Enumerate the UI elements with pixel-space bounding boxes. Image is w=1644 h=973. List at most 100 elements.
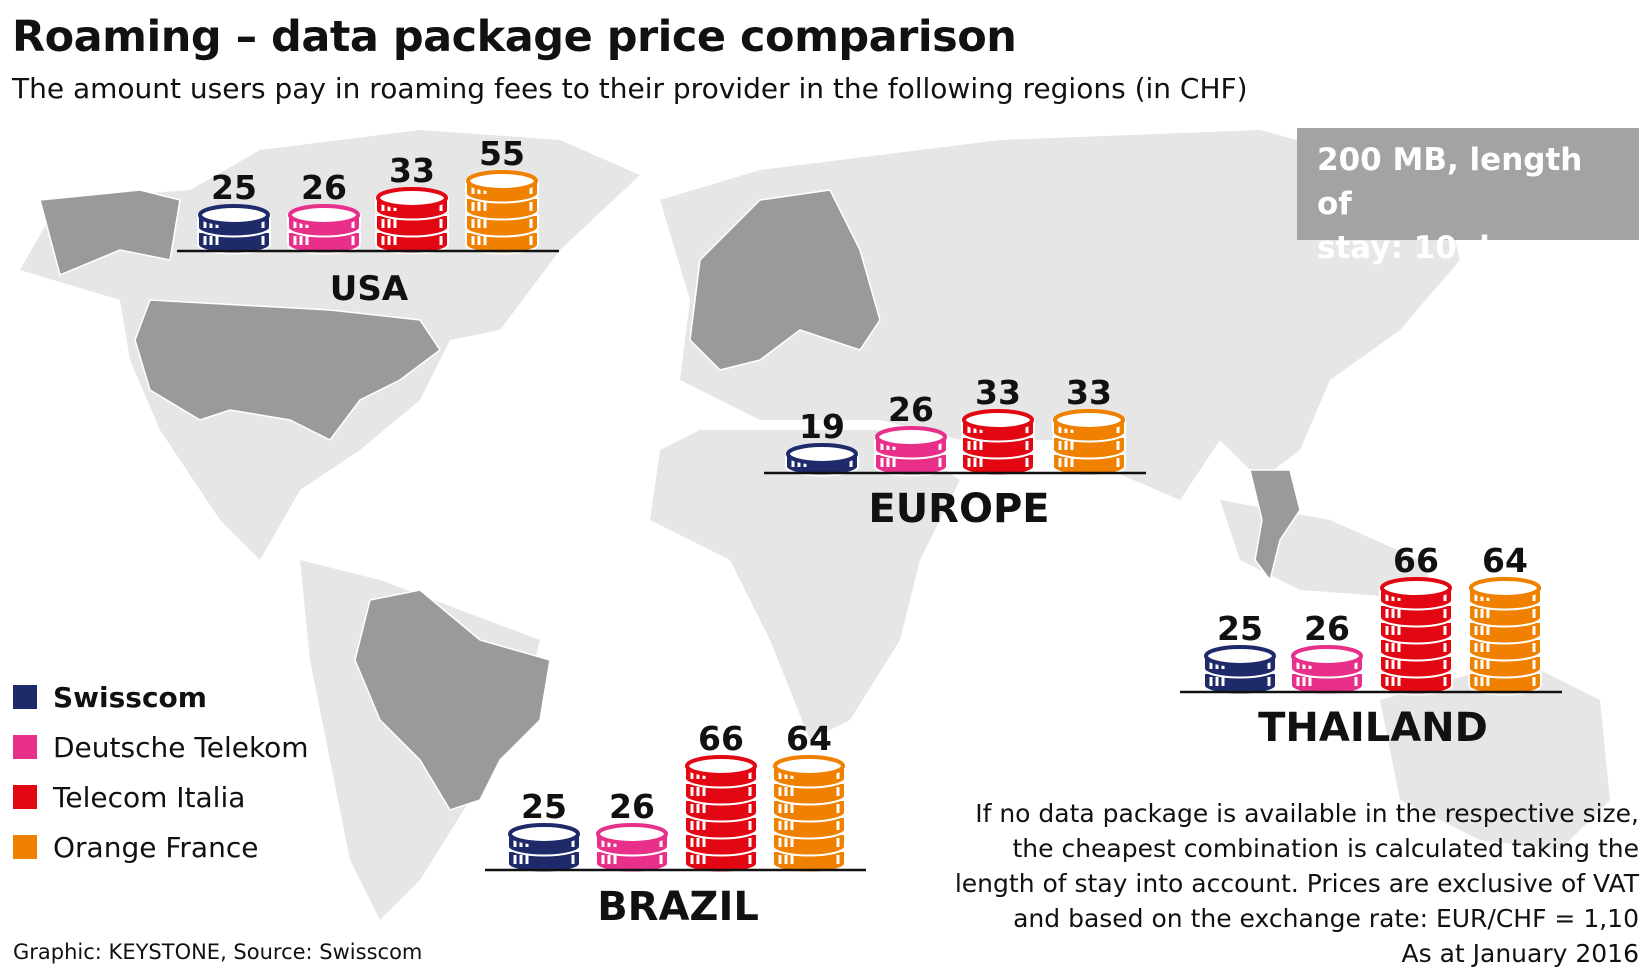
coin-stripe: [215, 236, 219, 245]
coin-stripe: [1474, 609, 1478, 618]
coin-stripe: [1397, 626, 1401, 635]
coin-stripe: [979, 441, 983, 450]
coin-stack-telecom-italia: 33: [961, 373, 1035, 477]
coin-stripe: [1267, 660, 1271, 669]
coin-stripe: [1532, 626, 1536, 635]
coin-stripe: [483, 236, 487, 245]
coin-stripe: [1486, 643, 1490, 652]
coin-stripe: [784, 855, 788, 864]
coin-stripe: [778, 804, 782, 813]
value-label: 19: [799, 407, 845, 446]
coin-stripe: [702, 855, 706, 864]
coin-stack-swisscom: 25: [507, 787, 581, 874]
value-label: 33: [1066, 373, 1112, 412]
coin-stripe: [892, 458, 896, 467]
coin-stripe: [1064, 458, 1068, 467]
coin-stripe: [1486, 677, 1490, 686]
coin-stripe: [513, 838, 517, 847]
coin-top: [376, 187, 448, 209]
chart-subtitle: The amount users pay in roaming fees to …: [12, 72, 1248, 105]
legend-item-swisscom: Swisscom: [13, 672, 309, 722]
coin-stripe: [1267, 677, 1271, 686]
coin-stripe: [784, 821, 788, 830]
coin-stripe: [1391, 660, 1395, 669]
legend-label: Swisscom: [53, 680, 207, 714]
value-label: 26: [888, 390, 934, 429]
coin-top: [198, 204, 270, 226]
value-label: 25: [211, 168, 257, 207]
value-label: 33: [975, 373, 1021, 412]
coin-stripe: [748, 770, 752, 779]
coin-stripe: [1209, 677, 1213, 686]
coin-stripe: [790, 787, 794, 796]
coin-stripe: [778, 838, 782, 847]
coin-stripe: [778, 821, 782, 830]
coin-stripe: [1058, 424, 1062, 433]
coin-stripe: [1480, 660, 1484, 669]
coin-stripe: [1443, 677, 1447, 686]
coin-stripe: [836, 787, 840, 796]
coin-stripe: [1391, 677, 1395, 686]
coin-stripe: [690, 855, 694, 864]
coin-stripe: [696, 821, 700, 830]
europe-shape: [689, 189, 881, 371]
coin-stripe: [1025, 441, 1029, 450]
coin-stripe: [836, 804, 840, 813]
coin-stripe: [1064, 441, 1068, 450]
coin-stripe: [696, 838, 700, 847]
coin-stripe: [659, 855, 663, 864]
coin-stripe: [1486, 660, 1490, 669]
coin-stripe: [790, 838, 794, 847]
legend-label: Orange France: [53, 830, 259, 864]
coin-stripe: [305, 236, 309, 245]
coin-stripe: [1397, 677, 1401, 686]
coin-stripe: [702, 787, 706, 796]
coin-stripe: [1070, 441, 1074, 450]
coin-top: [685, 755, 757, 777]
legend-swatch: [13, 735, 37, 759]
coin-stripe: [836, 821, 840, 830]
coin-stripe: [1474, 660, 1478, 669]
region-label: USA: [330, 269, 409, 309]
region-label: EUROPE: [868, 486, 1049, 532]
coin-stripe: [659, 838, 663, 847]
coin-top: [288, 204, 360, 226]
coin-stripe: [483, 219, 487, 228]
coin-stripe: [381, 202, 385, 211]
coin-stack-deutsche-telekom: 26: [1290, 609, 1364, 696]
coin-stack-swisscom: 19: [785, 407, 859, 477]
coin-stripe: [471, 219, 475, 228]
coin-stripe: [529, 185, 533, 194]
coin-stripe: [702, 821, 706, 830]
coin-stack-orange-france: 55: [465, 134, 539, 255]
legend-label: Deutsche Telekom: [53, 730, 309, 764]
usa-shape: [134, 299, 442, 441]
coin-top: [962, 409, 1034, 431]
coin-stripe: [690, 770, 694, 779]
coin-stripe: [1302, 677, 1306, 686]
coin-stripe: [1474, 626, 1478, 635]
coin-stripe: [1354, 677, 1358, 686]
coin-stack-deutsche-telekom: 26: [595, 787, 669, 874]
coin-stripe: [880, 441, 884, 450]
coin-stripe: [1391, 609, 1395, 618]
coin-stripe: [748, 787, 752, 796]
legend-swatch: [13, 835, 37, 859]
coin-stripe: [967, 441, 971, 450]
coin-stripe: [1397, 609, 1401, 618]
coin-stripe: [696, 787, 700, 796]
coin-stripe: [1486, 609, 1490, 618]
legend-label: Telecom Italia: [53, 780, 246, 814]
coin-stripe: [1532, 609, 1536, 618]
coin-stripe: [477, 236, 481, 245]
coin-stripe: [1480, 643, 1484, 652]
coin-stripe: [351, 236, 355, 245]
coin-stripe: [790, 821, 794, 830]
coin-stripe: [601, 838, 605, 847]
coin-stripe: [1354, 660, 1358, 669]
coin-stripe: [1443, 609, 1447, 618]
coin-stripe: [1296, 677, 1300, 686]
coin-stripe: [784, 804, 788, 813]
coin-stripe: [967, 424, 971, 433]
coin-stripe: [790, 855, 794, 864]
